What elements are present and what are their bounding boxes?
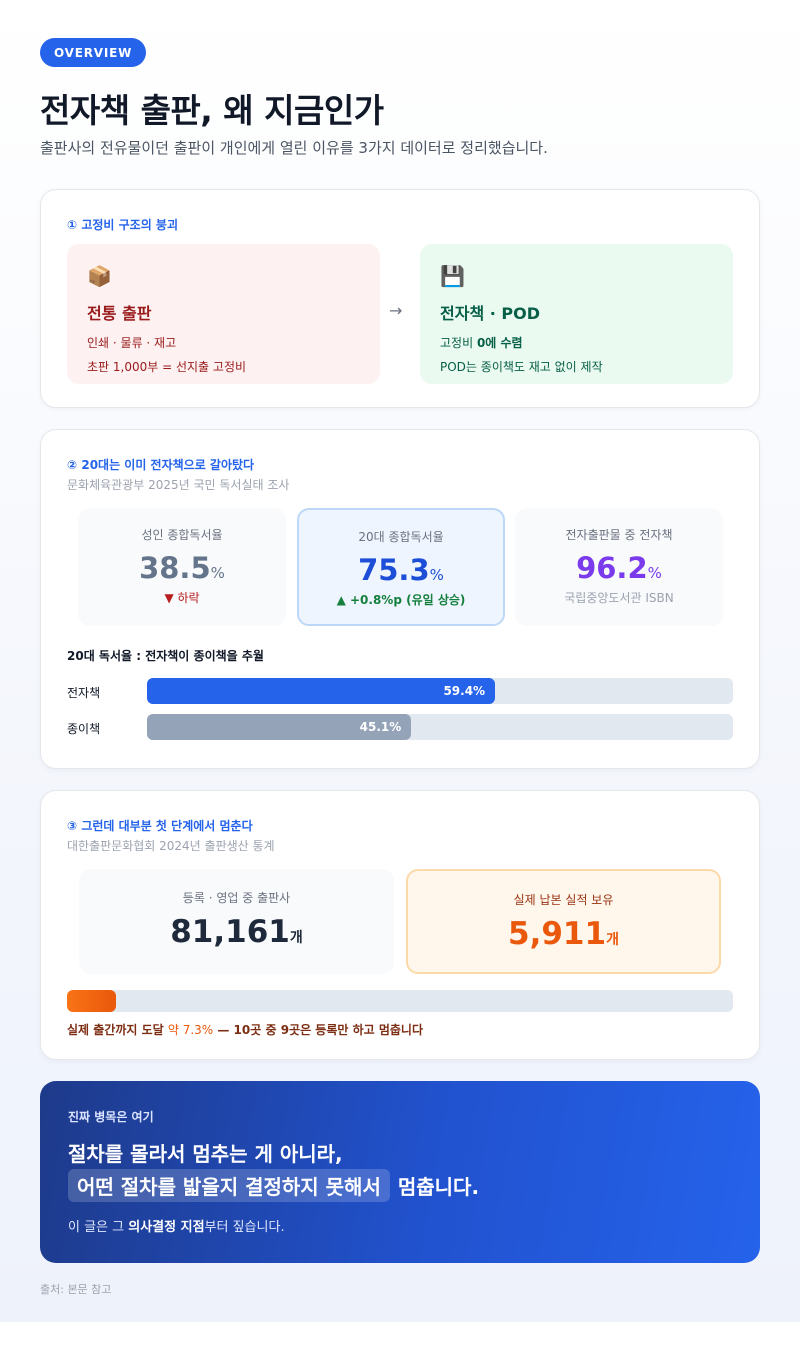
stat-card-20s: 20대 종합독서율 75.3% ▲ +0.8%p (유일 상승) <box>297 508 505 626</box>
stat-card-registered: 등록 · 영업 중 출판사 81,161개 <box>79 869 394 974</box>
section-title: ① 고정비 구조의 붕괴 <box>67 218 179 232</box>
ebook-pod-box: 💾 전자책 · POD 고정비 0에 수렴 POD는 종이책도 재고 없이 제작 <box>420 244 733 384</box>
stat-note: 국립중앙도서관 ISBN <box>564 591 674 605</box>
bar-track: 45.1% <box>147 714 733 740</box>
box-heading: 전통 출판 <box>87 304 152 323</box>
stat-unit: % <box>210 564 225 582</box>
box-heading: 전자책 · POD <box>440 304 540 323</box>
overview-badge: OVERVIEW <box>40 38 147 67</box>
page-subtitle: 출판사의 전유물이던 출판이 개인에게 열린 이유를 3가지 데이터로 정리했습… <box>40 139 548 157</box>
box-line: POD는 종이책도 재고 없이 제작 <box>440 360 603 374</box>
stat-value: 96.2% <box>515 551 723 585</box>
arrow-right-icon: → <box>389 301 403 320</box>
stat-unit: % <box>647 564 662 582</box>
section-title: ② 20대는 이미 전자책으로 갈아탔다 <box>67 458 255 472</box>
stat-card-ebook: 전자출판물 중 전자책 96.2% 국립중앙도서관 ISBN <box>515 508 723 626</box>
reading-rate-card: ② 20대는 이미 전자책으로 갈아탔다 문화체육관광부 2025년 국민 독서… <box>40 429 760 769</box>
stat-unit: % <box>429 566 444 584</box>
source-note: 출처: 본문 참고 <box>40 1283 112 1296</box>
foot-suffix: 부터 짚습니다. <box>204 1220 285 1235</box>
caption-prefix: 실제 출간까지 도달 <box>67 1023 168 1037</box>
box-line: 초판 1,000부 = 선지출 고정비 <box>87 360 247 374</box>
stat-note: ▲ +0.8%p (유일 상승) <box>336 593 466 607</box>
bar-heading: 20대 독서율 : 전자책이 종이책을 추월 <box>67 649 264 663</box>
stat-card-adult: 성인 종합독서율 38.5% ▼ 하락 <box>78 508 286 626</box>
box-line-prefix: 고정비 <box>440 336 477 350</box>
caption-accent: 약 7.3% <box>167 1023 214 1037</box>
page-tail <box>0 1322 800 1345</box>
caption-suffix: — 10곳 중 9곳은 등록만 하고 멈춥니다 <box>213 1023 424 1037</box>
bar-track: 59.4% <box>147 678 733 704</box>
stat-unit: 개 <box>289 930 303 946</box>
box-line-strong: 0에 수렴 <box>476 336 523 350</box>
stat-card-deposited: 실제 납본 실적 보유 5,911개 <box>406 869 721 974</box>
banner-line-suffix: 멈춥니다. <box>397 1175 480 1199</box>
stat-unit: 개 <box>606 932 619 948</box>
banner-line: 절차를 몰라서 멈추는 게 아니라, <box>68 1142 343 1166</box>
stat-number: 38.5 <box>139 551 211 585</box>
box-line: 고정비 0에 수렴 <box>440 334 713 351</box>
stat-value: 81,161개 <box>79 914 394 950</box>
package-icon: 📦 <box>87 264 112 288</box>
section-source: 문화체육관광부 2025년 국민 독서실태 조사 <box>67 478 290 492</box>
stat-number: 96.2 <box>576 551 648 585</box>
stat-number: 5,911 <box>508 916 607 952</box>
foot-strong: 의사결정 지점 <box>128 1220 205 1235</box>
banner-label: 진짜 병목은 여기 <box>68 1110 154 1124</box>
banner-highlight: 어떤 절차를 밟을지 결정하지 못해서 <box>68 1169 390 1202</box>
foot-prefix: 이 글은 그 <box>68 1220 129 1235</box>
bar-label: 종이책 <box>67 722 101 736</box>
section-source: 대한출판문화협회 2024년 출판생산 통계 <box>67 839 275 853</box>
traditional-publishing-box: 📦 전통 출판 인쇄 · 물류 · 재고 초판 1,000부 = 선지출 고정비 <box>67 244 380 384</box>
stat-number: 75.3 <box>358 553 430 587</box>
bar-fill-ebook: 59.4% <box>147 678 496 704</box>
stat-note: ▼ 하락 <box>164 591 200 605</box>
stat-number: 81,161 <box>170 914 290 950</box>
bar-label: 전자책 <box>67 686 101 700</box>
stat-value: 5,911개 <box>408 916 719 952</box>
fixed-cost-card: ① 고정비 구조의 붕괴 📦 전통 출판 인쇄 · 물류 · 재고 초판 1,0… <box>40 189 760 408</box>
stat-label: 20대 종합독서율 <box>358 530 444 544</box>
stat-label: 전자출판물 중 전자책 <box>565 528 673 542</box>
banner-foot: 이 글은 그 의사결정 지점부터 짚습니다. <box>68 1216 285 1235</box>
stat-label: 실제 납본 실적 보유 <box>513 893 614 907</box>
stat-value: 75.3% <box>299 553 503 587</box>
box-line: 인쇄 · 물류 · 재고 <box>87 336 177 350</box>
progress-caption: 실제 출간까지 도달 약 7.3% — 10곳 중 9곳은 등록만 하고 멈춥니… <box>67 1021 423 1038</box>
stat-label: 성인 종합독서율 <box>141 528 223 542</box>
page-title: 전자책 출판, 왜 지금인가 <box>40 91 384 130</box>
bar-fill-paper: 45.1% <box>147 714 412 740</box>
floppy-disk-icon: 💾 <box>440 264 465 288</box>
bottleneck-banner: 진짜 병목은 여기 절차를 몰라서 멈추는 게 아니라, 어떤 절차를 밟을지 … <box>40 1081 760 1263</box>
stat-label: 등록 · 영업 중 출판사 <box>182 891 291 905</box>
publisher-stats-card: ③ 그런데 대부분 첫 단계에서 멈춘다 대한출판문화협회 2024년 출판생산… <box>40 790 760 1060</box>
publish-progress-track <box>67 990 733 1012</box>
section-title: ③ 그런데 대부분 첫 단계에서 멈춘다 <box>67 819 253 833</box>
banner-line: 어떤 절차를 밟을지 결정하지 못해서 멈춥니다. <box>68 1169 479 1202</box>
stat-value: 38.5% <box>78 551 286 585</box>
publish-progress-fill <box>67 990 116 1012</box>
